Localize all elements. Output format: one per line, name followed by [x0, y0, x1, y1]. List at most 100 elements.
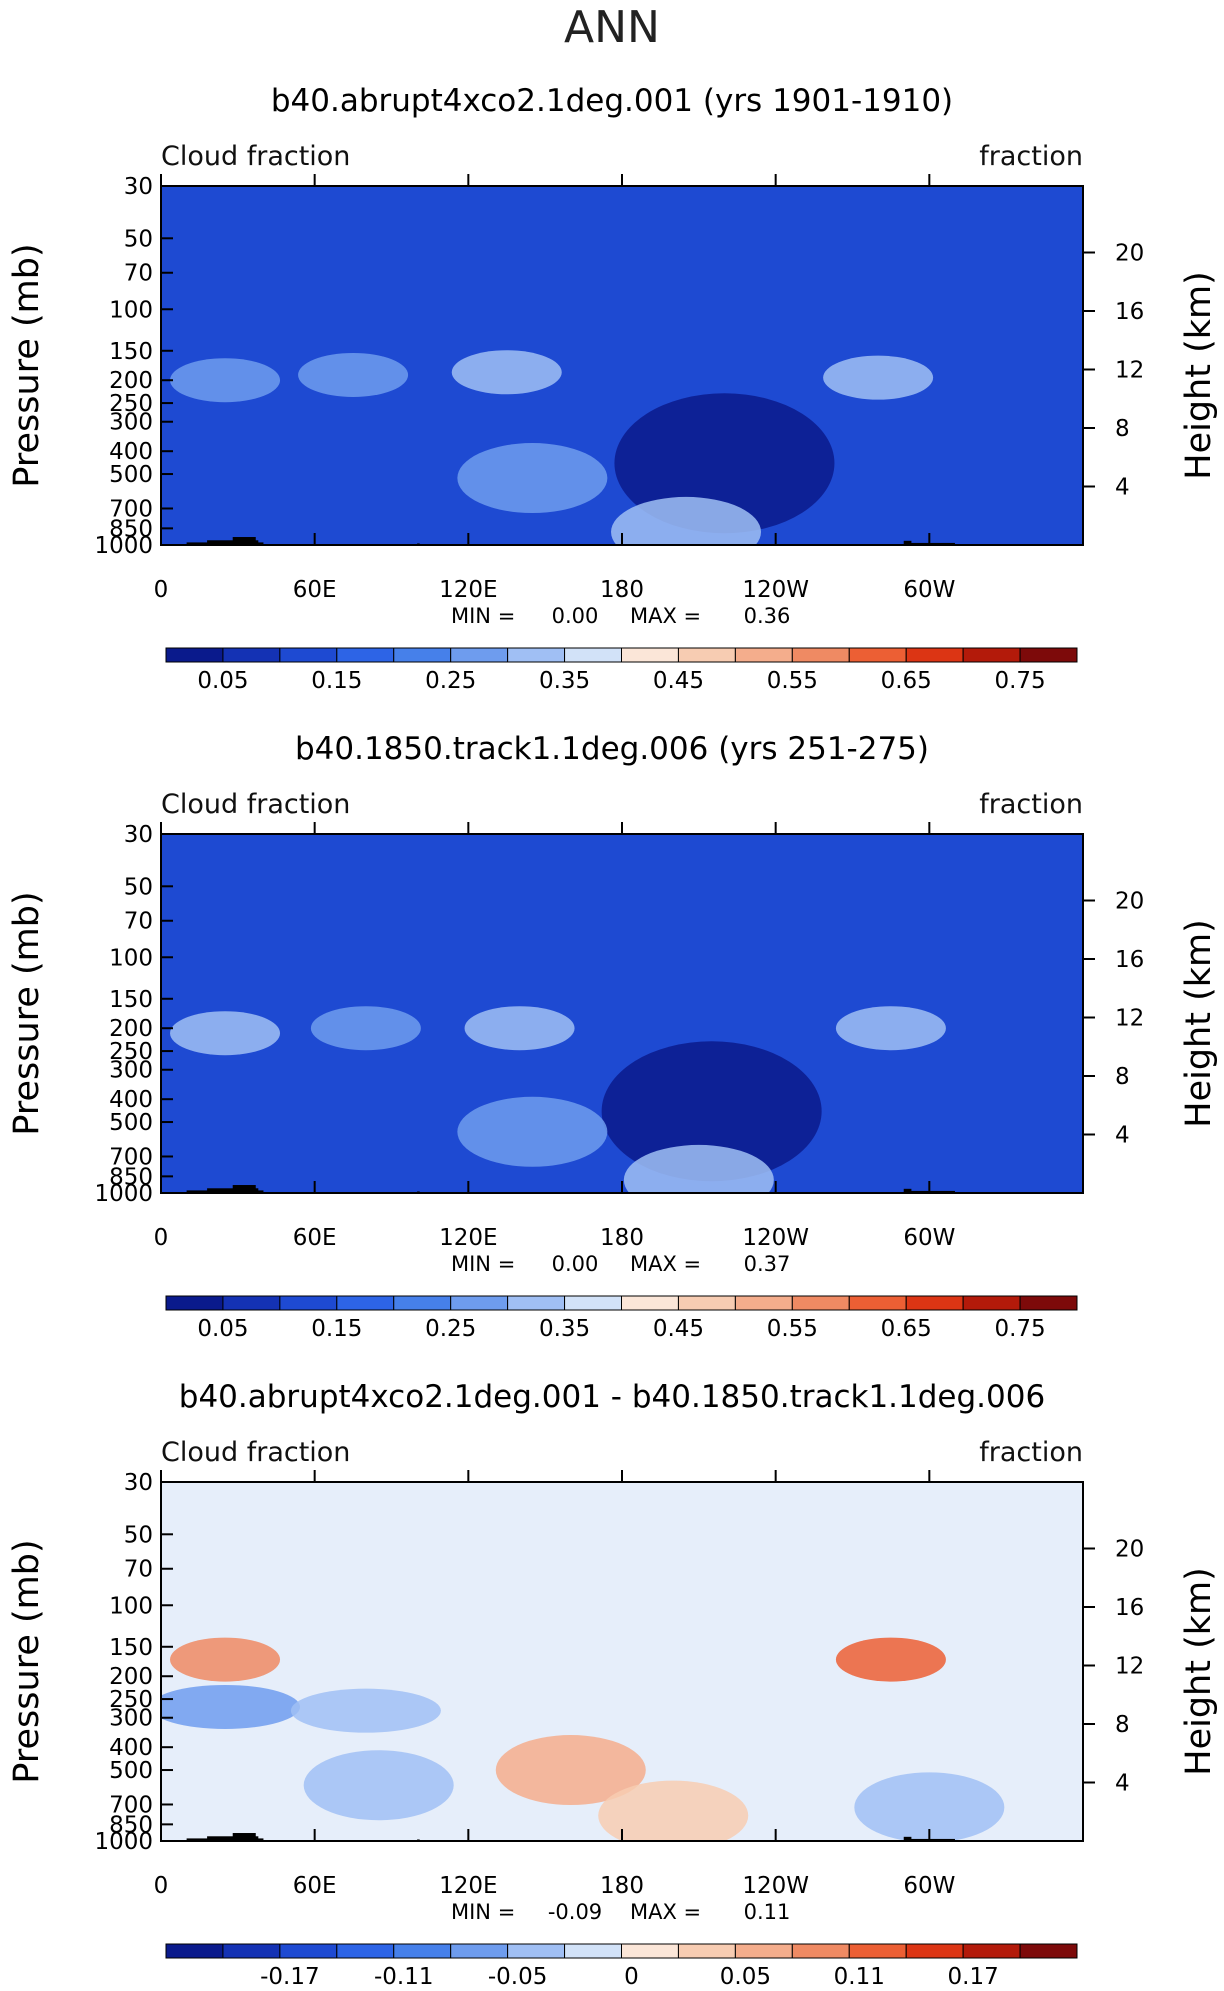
colorbar-swatch	[848, 1943, 907, 1959]
y-tick-label: 400	[109, 1735, 153, 1761]
right-label: fraction	[979, 141, 1083, 172]
contour-region-increase-lower-180	[598, 1780, 749, 1841]
chart-title: b40.1850.track1.1deg.006 (yrs 251-275)	[295, 731, 929, 767]
x-tick-label: 60E	[293, 1873, 337, 1899]
y2-tick-label: 20	[1115, 888, 1144, 914]
colorbar-tick-label: 0.05	[197, 1316, 248, 1342]
y-tick-label: 700	[109, 1144, 153, 1170]
y-tick-label: 850	[109, 516, 153, 542]
chart-panel-1: b40.abrupt4xco2.1deg.001 (yrs 1901-1910)…	[7, 83, 1219, 694]
contour-region-upper-band-120E	[451, 350, 562, 395]
y-axis-title: Pressure (mb)	[7, 243, 47, 487]
colorbar-swatch	[165, 1295, 224, 1311]
max-value: 0.11	[744, 1900, 791, 1924]
y-tick-label: 70	[124, 909, 153, 935]
colorbar-tick-label: 0.15	[311, 668, 362, 694]
terrain-4	[908, 1838, 955, 1841]
y-tick-label: 150	[109, 1635, 153, 1661]
y2-tick-label: 12	[1115, 1005, 1144, 1031]
plot-background	[161, 186, 1083, 545]
y-tick-label: 30	[124, 174, 153, 200]
colorbar-swatch	[450, 1295, 509, 1311]
colorbar-tick-label: 0.75	[994, 668, 1045, 694]
colorbar-swatch	[450, 647, 509, 663]
left-label: Cloud fraction	[161, 1437, 350, 1468]
max-label: MAX =	[630, 604, 701, 628]
colorbar-tick-label: -0.17	[260, 1964, 320, 1986]
contour-region-decrease-midlevel	[303, 1750, 454, 1821]
colorbar-swatch	[621, 1295, 679, 1311]
min-value: 0.00	[552, 1252, 599, 1276]
x-tick-label: 60W	[903, 577, 955, 603]
x-tick-label: 180	[600, 1873, 644, 1899]
colorbar-swatch	[677, 1295, 736, 1311]
colorbar-swatch	[507, 1943, 566, 1959]
colorbar-swatch	[507, 1295, 566, 1311]
colorbar-swatch	[734, 1295, 793, 1311]
plot-area	[161, 834, 1083, 1193]
x-tick-label: 0	[154, 1225, 169, 1251]
colorbar-tick-label: 0.25	[425, 668, 476, 694]
plot-area	[161, 1482, 1083, 1841]
colorbar-tick-label: 0.11	[834, 1964, 885, 1986]
terrain-5	[903, 1188, 912, 1193]
colorbar-tick-label: 0.55	[767, 1316, 818, 1342]
chart-title: b40.abrupt4xco2.1deg.001 (yrs 1901-1910)	[271, 83, 953, 119]
y-tick-label: 150	[109, 987, 153, 1013]
colorbar-tick-label: 0.35	[539, 668, 590, 694]
min-label: MIN =	[451, 1900, 515, 1924]
y-tick-label: 50	[124, 874, 153, 900]
colorbar-swatch	[791, 1295, 850, 1311]
y-tick-label: 300	[109, 1058, 153, 1084]
colorbar-swatch	[621, 647, 679, 663]
y2-tick-label: 4	[1115, 474, 1130, 500]
y-tick-label: 400	[109, 1087, 153, 1113]
y-tick-label: 200	[109, 1664, 153, 1690]
plot-area	[161, 186, 1083, 545]
colorbar-swatch	[564, 647, 622, 663]
colorbar-swatch	[507, 647, 566, 663]
contour-region-upper-band-left	[170, 1011, 281, 1056]
contour-region-dry-subtropics	[601, 1041, 822, 1182]
colorbar-swatch	[165, 647, 224, 663]
y-tick-label: 100	[109, 945, 153, 971]
y-tick-label: 1000	[94, 533, 153, 559]
y-tick-label: 50	[124, 1522, 153, 1548]
y2-tick-label: 8	[1115, 416, 1130, 442]
contour-region-decrease-300mb-60E	[290, 1688, 441, 1733]
left-label: Cloud fraction	[161, 141, 350, 172]
colorbar-swatch	[279, 647, 338, 663]
colorbar-swatch	[905, 1943, 964, 1959]
colorbar-tick-label: -0.05	[488, 1964, 548, 1986]
colorbar-swatch	[393, 1943, 452, 1959]
x-tick-label: 60W	[903, 1225, 955, 1251]
y-axis-title: Pressure (mb)	[7, 891, 47, 1135]
chart-panel-3: b40.abrupt4xco2.1deg.001 - b40.1850.trac…	[7, 1379, 1219, 1990]
y2-tick-label: 12	[1115, 357, 1144, 383]
contour-region-upper-band-60E	[310, 1006, 421, 1051]
colorbar-swatch	[336, 647, 395, 663]
colorbar-swatch	[734, 1943, 793, 1959]
colorbar-tick-label: 0.15	[311, 1316, 362, 1342]
colorbar-swatch	[677, 1943, 736, 1959]
colorbar-tick-label: 0.75	[994, 1316, 1045, 1342]
terrain-2	[232, 537, 256, 545]
contour-region-decrease-lower-60W	[854, 1772, 1005, 1841]
y-tick-label: 50	[124, 226, 153, 252]
colorbar-swatch	[1019, 1943, 1078, 1959]
colorbar-swatch	[336, 1943, 395, 1959]
x-tick-label: 120W	[742, 577, 809, 603]
contour-region-upper-band-left	[170, 358, 281, 403]
terrain-5	[903, 540, 912, 545]
colorbar-swatch	[336, 1295, 395, 1311]
colorbar-swatch	[962, 647, 1021, 663]
y-tick-label: 200	[109, 1016, 153, 1042]
contour-region-upper-increase-90W	[835, 1637, 946, 1682]
y-tick-label: 1000	[94, 1181, 153, 1207]
y2-axis-title: Height (km)	[1179, 271, 1219, 480]
y2-tick-label: 20	[1115, 1536, 1144, 1562]
colorbar-tick-label: -0.11	[374, 1964, 434, 1986]
colorbar-tick-label: 0.17	[948, 1964, 999, 1986]
